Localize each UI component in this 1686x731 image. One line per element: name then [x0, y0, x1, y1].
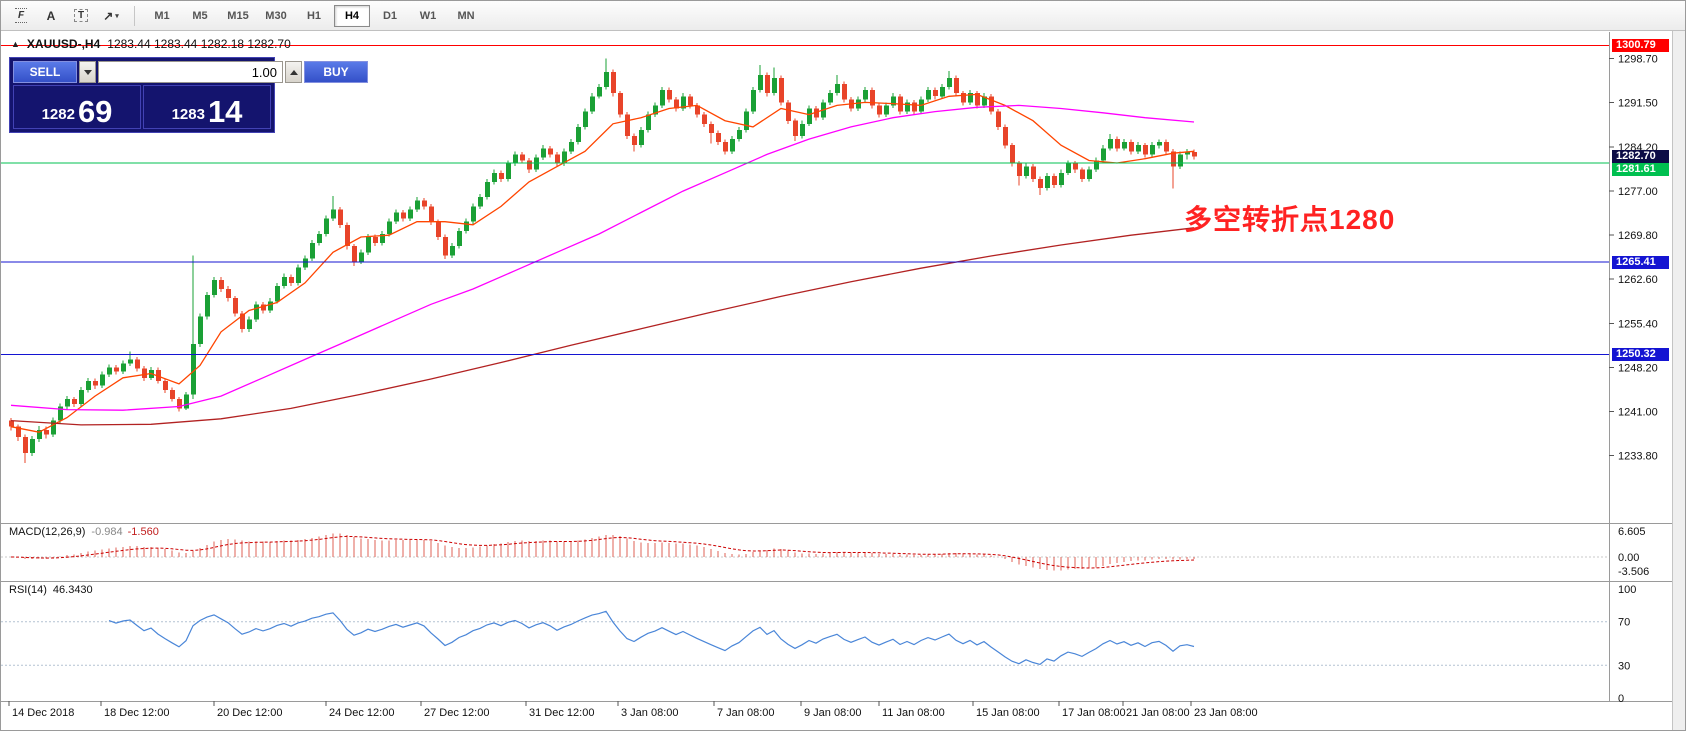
buy-price-pips: 14 [207, 94, 243, 130]
svg-text:7 Jan 08:00: 7 Jan 08:00 [717, 707, 775, 719]
svg-text:17 Jan 08:00: 17 Jan 08:00 [1062, 707, 1126, 719]
timeframe-m15-button[interactable]: M15 [227, 9, 249, 22]
svg-text:9 Jan 08:00: 9 Jan 08:00 [804, 707, 862, 719]
triangle-up-icon [289, 69, 298, 75]
buy-price-display[interactable]: 1283 14 [143, 85, 271, 129]
svg-text:-3.506: -3.506 [1618, 566, 1649, 578]
svg-text:18 Dec 12:00: 18 Dec 12:00 [104, 707, 169, 719]
svg-text:1277.00: 1277.00 [1618, 186, 1658, 198]
text-label-tool-button[interactable]: T [67, 4, 95, 28]
chevron-down-icon: ▾ [115, 12, 119, 20]
macd-value-main: -0.984 [91, 526, 123, 538]
svg-text:27 Dec 12:00: 27 Dec 12:00 [424, 707, 489, 719]
chart-annotation[interactable]: 多空转折点1280 [1184, 204, 1396, 235]
timeframes-group: M1 M5 M15 M30 H1 H4 D1 W1 MN [144, 4, 484, 27]
svg-text:0.00: 0.00 [1618, 552, 1639, 564]
fibonacci-tool-icon: F [14, 8, 28, 23]
svg-text:11 Jan 08:00: 11 Jan 08:00 [882, 707, 945, 719]
timeframe-w1-button[interactable]: W1 [419, 9, 437, 22]
macd-label: MACD(12,26,9) [9, 526, 86, 538]
timeframe-h1-button[interactable]: H1 [306, 9, 322, 22]
svg-text:1291.50: 1291.50 [1618, 97, 1658, 109]
macd-value-signal: -1.560 [127, 526, 159, 538]
svg-text:20 Dec 12:00: 20 Dec 12:00 [217, 707, 282, 719]
fibonacci-tool-button[interactable]: F [7, 4, 35, 28]
timeframe-m1-button[interactable]: M1 [154, 9, 170, 22]
svg-text:15 Jan 08:00: 15 Jan 08:00 [976, 707, 1040, 719]
drawing-tools-group: F A T ↗ ▾ [7, 4, 125, 28]
timeframe-d1-button[interactable]: D1 [382, 9, 398, 22]
sell-price-pips: 69 [77, 94, 113, 130]
symbol-period: XAUUSD-,H4 [26, 37, 101, 51]
svg-text:0: 0 [1618, 693, 1624, 705]
svg-text:1233.80: 1233.80 [1618, 451, 1658, 463]
rsi-value: 46.3430 [52, 584, 93, 596]
svg-text:1284.20: 1284.20 [1618, 142, 1658, 154]
buy-price-main: 1283 [171, 106, 205, 123]
svg-text:6.605: 6.605 [1618, 526, 1646, 538]
svg-text:1269.80: 1269.80 [1618, 230, 1658, 242]
macd-pane-label: MACD(12,26,9) -0.984 -1.560 [9, 526, 159, 538]
svg-text:1241.00: 1241.00 [1618, 406, 1658, 418]
svg-text:1255.40: 1255.40 [1618, 318, 1658, 330]
svg-text:70: 70 [1618, 617, 1630, 629]
svg-text:24 Dec 12:00: 24 Dec 12:00 [329, 707, 394, 719]
sell-price-display[interactable]: 1282 69 [13, 85, 141, 129]
svg-text:21 Jan 08:00: 21 Jan 08:00 [1126, 707, 1190, 719]
svg-text:3 Jan 08:00: 3 Jan 08:00 [621, 707, 679, 719]
timeframe-mn-button[interactable]: MN [457, 9, 475, 22]
svg-text:14 Dec 2018: 14 Dec 2018 [12, 707, 74, 719]
arrows-tool-button[interactable]: ↗ ▾ [97, 4, 125, 28]
window-right-strip [1672, 1, 1685, 730]
arrows-tool-icon: ↗ [103, 8, 114, 23]
svg-text:30: 30 [1618, 660, 1630, 672]
text-tool-button[interactable]: A [37, 4, 65, 28]
toolbar: F A T ↗ ▾ M1 M5 M15 M30 H1 H4 D1 W1 MN [1, 1, 1685, 31]
timeframe-h4-button[interactable]: H4 [334, 4, 370, 27]
svg-text:1262.60: 1262.60 [1618, 274, 1658, 286]
svg-text:1248.20: 1248.20 [1618, 362, 1658, 374]
timeframe-m30-button[interactable]: M30 [265, 9, 287, 22]
sell-price-main: 1282 [41, 106, 75, 123]
svg-text:23 Jan 08:00: 23 Jan 08:00 [1194, 707, 1258, 719]
timeframe-m5-button[interactable]: M5 [192, 9, 208, 22]
buy-button[interactable]: BUY [304, 61, 368, 83]
volume-increase-button[interactable] [285, 61, 302, 83]
chart-title: ▲ XAUUSD-,H4 1283.44 1283.44 1282.18 128… [11, 37, 291, 51]
one-click-trading-panel: SELL BUY 1282 69 1283 14 [9, 57, 368, 133]
sell-button[interactable]: SELL [13, 61, 77, 83]
svg-text:100: 100 [1618, 584, 1636, 596]
volume-decrease-button[interactable] [79, 61, 96, 83]
rsi-label: RSI(14) [9, 584, 47, 596]
toolbar-separator [134, 5, 135, 26]
ohlc-values: 1283.44 1283.44 1282.18 1282.70 [107, 37, 291, 51]
text-label-tool-icon: T [73, 9, 89, 22]
triangle-marker-icon: ▲ [11, 39, 20, 49]
rsi-pane-label: RSI(14) 46.3430 [9, 584, 93, 596]
triangle-down-icon [83, 69, 92, 75]
text-tool-icon: A [46, 8, 56, 23]
svg-text:31 Dec 12:00: 31 Dec 12:00 [529, 707, 594, 719]
svg-text:1298.70: 1298.70 [1618, 53, 1658, 65]
volume-input[interactable] [98, 61, 283, 83]
